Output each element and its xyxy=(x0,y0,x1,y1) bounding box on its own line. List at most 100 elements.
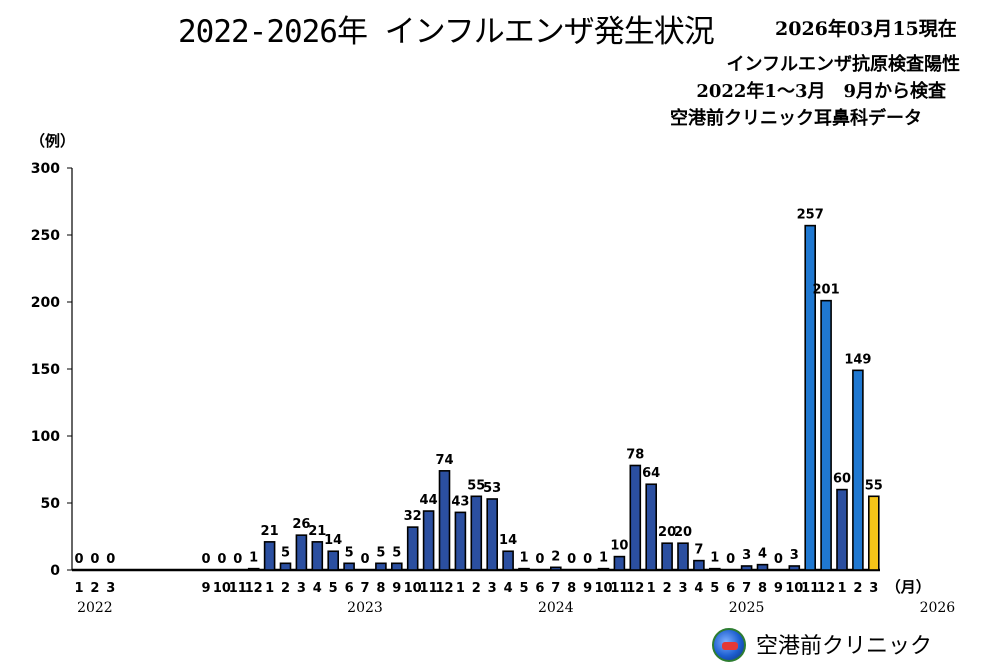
bar-value-label: 32 xyxy=(404,509,422,524)
x-tick-label: 2 xyxy=(472,581,481,596)
x-tick-label: 10 xyxy=(213,581,231,596)
y-tick-label: 0 xyxy=(50,563,60,579)
bar-value-label: 257 xyxy=(797,208,824,223)
bar-value-label: 149 xyxy=(844,352,871,367)
bar xyxy=(518,567,530,571)
x-tick-label: 9 xyxy=(583,581,592,596)
bar xyxy=(263,541,276,571)
bar-value-label: 3 xyxy=(742,548,751,563)
y-tick-label: 50 xyxy=(41,496,61,512)
bar-value-label: 0 xyxy=(567,552,576,567)
y-tick-label: 250 xyxy=(31,228,60,244)
bar-value-label: 1 xyxy=(249,551,258,566)
bar-value-label: 0 xyxy=(233,552,242,567)
x-tick-label: 3 xyxy=(106,581,115,596)
x-tick-label: 1 xyxy=(647,581,656,596)
bar xyxy=(677,542,689,571)
x-tick-label: 3 xyxy=(869,581,878,596)
bar xyxy=(343,562,355,571)
bar xyxy=(311,541,324,571)
x-tick-label: 7 xyxy=(742,581,751,596)
bar xyxy=(375,562,387,571)
x-year-label: 2022 xyxy=(77,600,113,616)
x-tick-label: 8 xyxy=(376,581,385,596)
bar-value-label: 1 xyxy=(519,551,528,566)
bar-value-label: 21 xyxy=(261,524,279,539)
x-tick-label: 1 xyxy=(265,581,274,596)
x-tick-label: 3 xyxy=(488,581,497,596)
x-tick-label: 10 xyxy=(594,581,612,596)
bar xyxy=(661,542,673,571)
x-tick-label: 4 xyxy=(313,581,322,596)
x-tick-label: 9 xyxy=(392,581,401,596)
bar-value-label: 74 xyxy=(435,453,453,468)
x-tick-label: 8 xyxy=(567,581,576,596)
x-tick-label: 1 xyxy=(837,581,846,596)
bar xyxy=(486,498,499,571)
bar-value-label: 0 xyxy=(217,552,226,567)
x-year-label: 2023 xyxy=(347,600,383,616)
bar xyxy=(327,550,340,571)
x-tick-label: 3 xyxy=(678,581,687,596)
y-tick-label: 100 xyxy=(31,429,60,445)
x-tick-label: 3 xyxy=(297,581,306,596)
bar xyxy=(708,567,721,571)
bar xyxy=(470,495,483,571)
bar-value-label: 0 xyxy=(201,552,210,567)
bar xyxy=(836,488,848,571)
x-tick-label: 11 xyxy=(801,581,819,596)
bar xyxy=(390,562,403,571)
y-tick-label: 300 xyxy=(31,161,60,177)
bar-value-label: 5 xyxy=(345,545,354,560)
x-tick-label: 12 xyxy=(626,581,644,596)
bar-value-label: 14 xyxy=(499,533,517,548)
x-tick-label: 4 xyxy=(694,581,703,596)
x-year-label: 2024 xyxy=(538,600,574,616)
bar-value-label: 0 xyxy=(583,552,592,567)
x-tick-label: 5 xyxy=(710,581,719,596)
bar xyxy=(438,470,451,571)
x-tick-label: 4 xyxy=(504,581,513,596)
subtitle-period: 2022年1～3月 9月から検査 xyxy=(696,81,946,102)
bar-value-label: 4 xyxy=(758,547,767,562)
bar-value-label: 14 xyxy=(324,533,342,548)
x-tick-label: 1 xyxy=(456,581,465,596)
y-tick-label: 200 xyxy=(31,295,60,311)
bar-value-label: 0 xyxy=(90,552,99,567)
bar-value-label: 0 xyxy=(535,552,544,567)
clinic-name: 空港前クリニック xyxy=(756,634,933,659)
bar xyxy=(422,510,435,571)
x-tick-label: 8 xyxy=(758,581,767,596)
bar-value-label: 20 xyxy=(674,525,692,540)
bar xyxy=(804,224,817,571)
bar xyxy=(693,559,705,571)
bar-value-label: 7 xyxy=(694,543,703,558)
x-tick-label: 2 xyxy=(663,581,672,596)
subtitle-source: 空港前クリニック耳鼻科データ xyxy=(670,108,922,129)
x-tick-label: 5 xyxy=(519,581,528,596)
bar xyxy=(549,566,562,571)
x-tick-label: 7 xyxy=(551,581,560,596)
x-tick-label: 6 xyxy=(345,581,354,596)
chart-title: 2022-2026年 インフルエンザ発生状況 xyxy=(178,14,715,50)
bar xyxy=(613,555,626,571)
x-tick-label: 2 xyxy=(853,581,862,596)
x-unit-label: （月） xyxy=(886,578,931,596)
bar-value-label: 0 xyxy=(74,552,83,567)
bar-value-label: 201 xyxy=(813,283,840,298)
x-year-label: 2026 xyxy=(920,600,956,616)
x-tick-label: 12 xyxy=(817,581,835,596)
x-tick-label: 10 xyxy=(785,581,803,596)
x-tick-label: 9 xyxy=(201,581,210,596)
x-tick-label: 7 xyxy=(360,581,369,596)
bar xyxy=(454,511,467,571)
bar-value-label: 55 xyxy=(865,478,883,493)
bar xyxy=(406,526,419,571)
x-tick-label: 12 xyxy=(435,581,453,596)
x-tick-label: 11 xyxy=(420,581,438,596)
bar xyxy=(740,565,753,571)
bar xyxy=(279,562,292,571)
bar-value-label: 60 xyxy=(833,472,851,487)
x-tick-label: 11 xyxy=(229,581,247,596)
